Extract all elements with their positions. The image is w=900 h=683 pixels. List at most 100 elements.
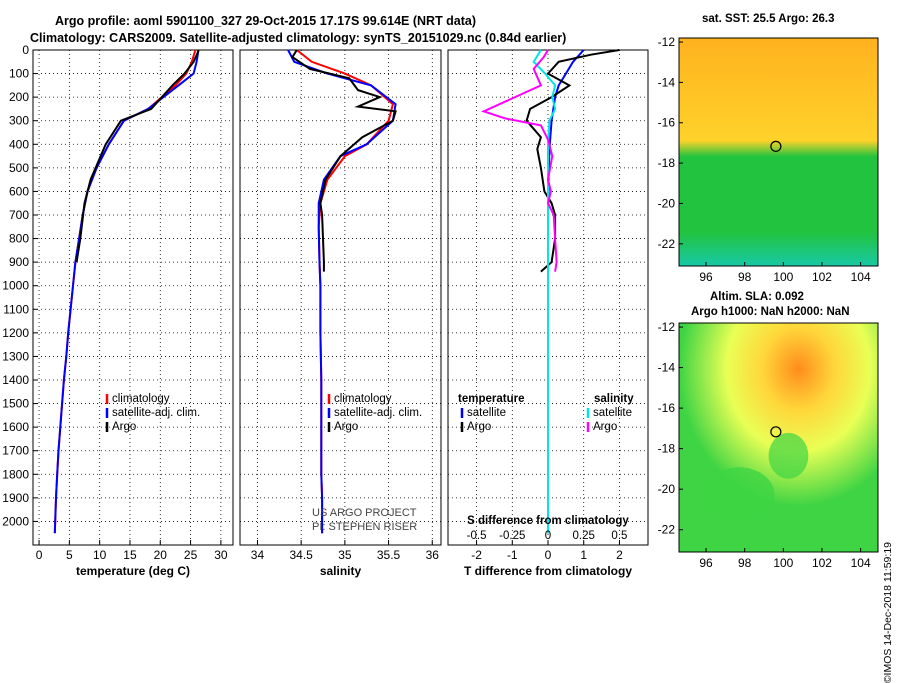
sla-lat-tick-label: -14 xyxy=(658,361,676,375)
depth-tick-label: 700 xyxy=(9,208,29,222)
sla-lon-tick-label: 102 xyxy=(812,556,832,570)
depth-tick-label: 400 xyxy=(9,137,29,151)
diff-s-tick-label: 0 xyxy=(545,530,551,542)
legend-label: satellite xyxy=(467,407,506,419)
difference-xlabel: T difference from climatology xyxy=(464,564,632,578)
sst-lon-tick-label: 100 xyxy=(773,270,793,284)
diff-s-tick-label: -0.5 xyxy=(467,530,487,542)
salinity-x-tick-label: 34.5 xyxy=(289,548,313,562)
sla-map-frame xyxy=(678,322,879,553)
sst-lat-tick-label: -18 xyxy=(658,156,676,170)
figure-title-line2: Climatology: CARS2009. Satellite-adjuste… xyxy=(30,31,567,45)
depth-tick-label: 0 xyxy=(22,43,29,57)
salinity-x-tick-label: 35 xyxy=(338,548,352,562)
salinity-x-tick-label: 34 xyxy=(251,548,265,562)
sst-lat-tick-label: -12 xyxy=(658,35,676,49)
footer-credit: ©IMOS 14-Dec-2018 11:59:19 xyxy=(882,542,894,683)
salinity-series-line xyxy=(287,49,397,534)
sst-lon-tick-label: 96 xyxy=(699,270,713,284)
diff-s-tick-label: 0.5 xyxy=(611,530,627,542)
diff-s-tick-label: 0.25 xyxy=(573,530,595,542)
depth-tick-label: 1200 xyxy=(2,326,29,340)
sla-lat-tick-label: -12 xyxy=(658,320,676,334)
figure-title-line1: Argo profile: aoml 5901100_327 29-Oct-20… xyxy=(55,14,477,28)
legend-label: climatology xyxy=(112,393,170,405)
diff-legend-left-title: temperature xyxy=(458,393,524,405)
temperature-x-tick-label: 10 xyxy=(93,548,107,562)
depth-tick-label: 2000 xyxy=(2,514,29,528)
temperature-series-line xyxy=(75,49,200,263)
depth-tick-label: 1600 xyxy=(2,420,29,434)
sst-argo-marker xyxy=(770,140,782,152)
sst-lon-tick-label: 104 xyxy=(851,270,871,284)
sla-lon-tick-label: 98 xyxy=(738,556,752,570)
legend-label: Argo xyxy=(334,421,358,433)
legend-label: satellite-adj. clim. xyxy=(112,407,200,419)
difference-x-tick-label: 2 xyxy=(616,548,623,562)
depth-tick-label: 100 xyxy=(9,67,29,81)
temperature-xlabel: temperature (deg C) xyxy=(76,564,190,578)
diff-top-xlabel: S difference from climatology xyxy=(467,515,629,527)
diff-s-tick-label: -0.25 xyxy=(499,530,525,542)
depth-tick-label: 500 xyxy=(9,161,29,175)
watermark-pi: PI: STEPHEN RISER xyxy=(312,521,417,533)
sla-lon-tick-label: 96 xyxy=(699,556,713,570)
sst-lon-tick-label: 98 xyxy=(738,270,752,284)
depth-tick-label: 800 xyxy=(9,232,29,246)
depth-tick-label: 1800 xyxy=(2,467,29,481)
legend-label: climatology xyxy=(334,393,392,405)
temperature-series-line xyxy=(53,49,197,534)
difference-x-tick-label: 1 xyxy=(580,548,587,562)
depth-tick-label: 1000 xyxy=(2,279,29,293)
diff-legend-right-title: salinity xyxy=(594,393,634,405)
difference-series-line xyxy=(480,49,558,272)
depth-tick-label: 600 xyxy=(9,184,29,198)
difference-series-line xyxy=(547,49,585,534)
sla-lat-tick-label: -18 xyxy=(658,442,676,456)
temperature-x-tick-label: 0 xyxy=(36,548,43,562)
sla-map-title-line2: Argo h1000: NaN h2000: NaN xyxy=(691,306,850,318)
depth-tick-label: 200 xyxy=(9,90,29,104)
sla-map-title-line1: Altim. SLA: 0.092 xyxy=(710,291,804,303)
legend-label: Argo xyxy=(112,421,136,433)
salinity-frame xyxy=(239,49,442,546)
depth-tick-label: 1400 xyxy=(2,373,29,387)
sla-lat-tick-label: -16 xyxy=(658,401,676,415)
temperature-frame xyxy=(32,49,234,546)
sla-lon-tick-label: 104 xyxy=(851,556,871,570)
depth-tick-label: 900 xyxy=(9,255,29,269)
legend-label: Argo xyxy=(467,421,491,433)
difference-x-tick-label: -2 xyxy=(471,548,482,562)
temperature-series-line xyxy=(53,49,200,534)
depth-tick-label: 300 xyxy=(9,114,29,128)
difference-x-tick-label: -1 xyxy=(507,548,518,562)
sst-field xyxy=(679,38,878,266)
sst-lon-tick-label: 102 xyxy=(812,270,832,284)
legend-label: satellite xyxy=(593,407,632,419)
sst-lat-tick-label: -20 xyxy=(658,196,676,210)
sst-lat-tick-label: -16 xyxy=(658,116,676,130)
salinity-x-tick-label: 36 xyxy=(426,548,440,562)
depth-tick-label: 1900 xyxy=(2,491,29,505)
sla-low-patch xyxy=(702,467,775,523)
sla-lat-tick-label: -22 xyxy=(658,523,676,537)
temperature-x-tick-label: 30 xyxy=(214,548,228,562)
temperature-x-tick-label: 15 xyxy=(123,548,137,562)
temperature-x-tick-label: 25 xyxy=(184,548,198,562)
temperature-x-tick-label: 5 xyxy=(66,548,73,562)
sst-map-title: sat. SST: 25.5 Argo: 26.3 xyxy=(702,13,835,25)
sst-lat-tick-label: -14 xyxy=(658,75,676,89)
sla-lon-tick-label: 100 xyxy=(773,556,793,570)
legend-label: Argo xyxy=(593,421,617,433)
difference-series-line xyxy=(532,49,557,534)
salinity-xlabel: salinity xyxy=(320,564,362,578)
depth-tick-label: 1500 xyxy=(2,397,29,411)
watermark-project: US ARGO PROJECT xyxy=(312,507,417,519)
temperature-x-tick-label: 20 xyxy=(154,548,168,562)
difference-x-tick-label: 0 xyxy=(545,548,552,562)
sst-map-frame xyxy=(678,37,879,267)
sla-lat-tick-label: -20 xyxy=(658,482,676,496)
sst-lat-tick-label: -22 xyxy=(658,237,676,251)
legend-label: satellite-adj. clim. xyxy=(334,407,422,419)
